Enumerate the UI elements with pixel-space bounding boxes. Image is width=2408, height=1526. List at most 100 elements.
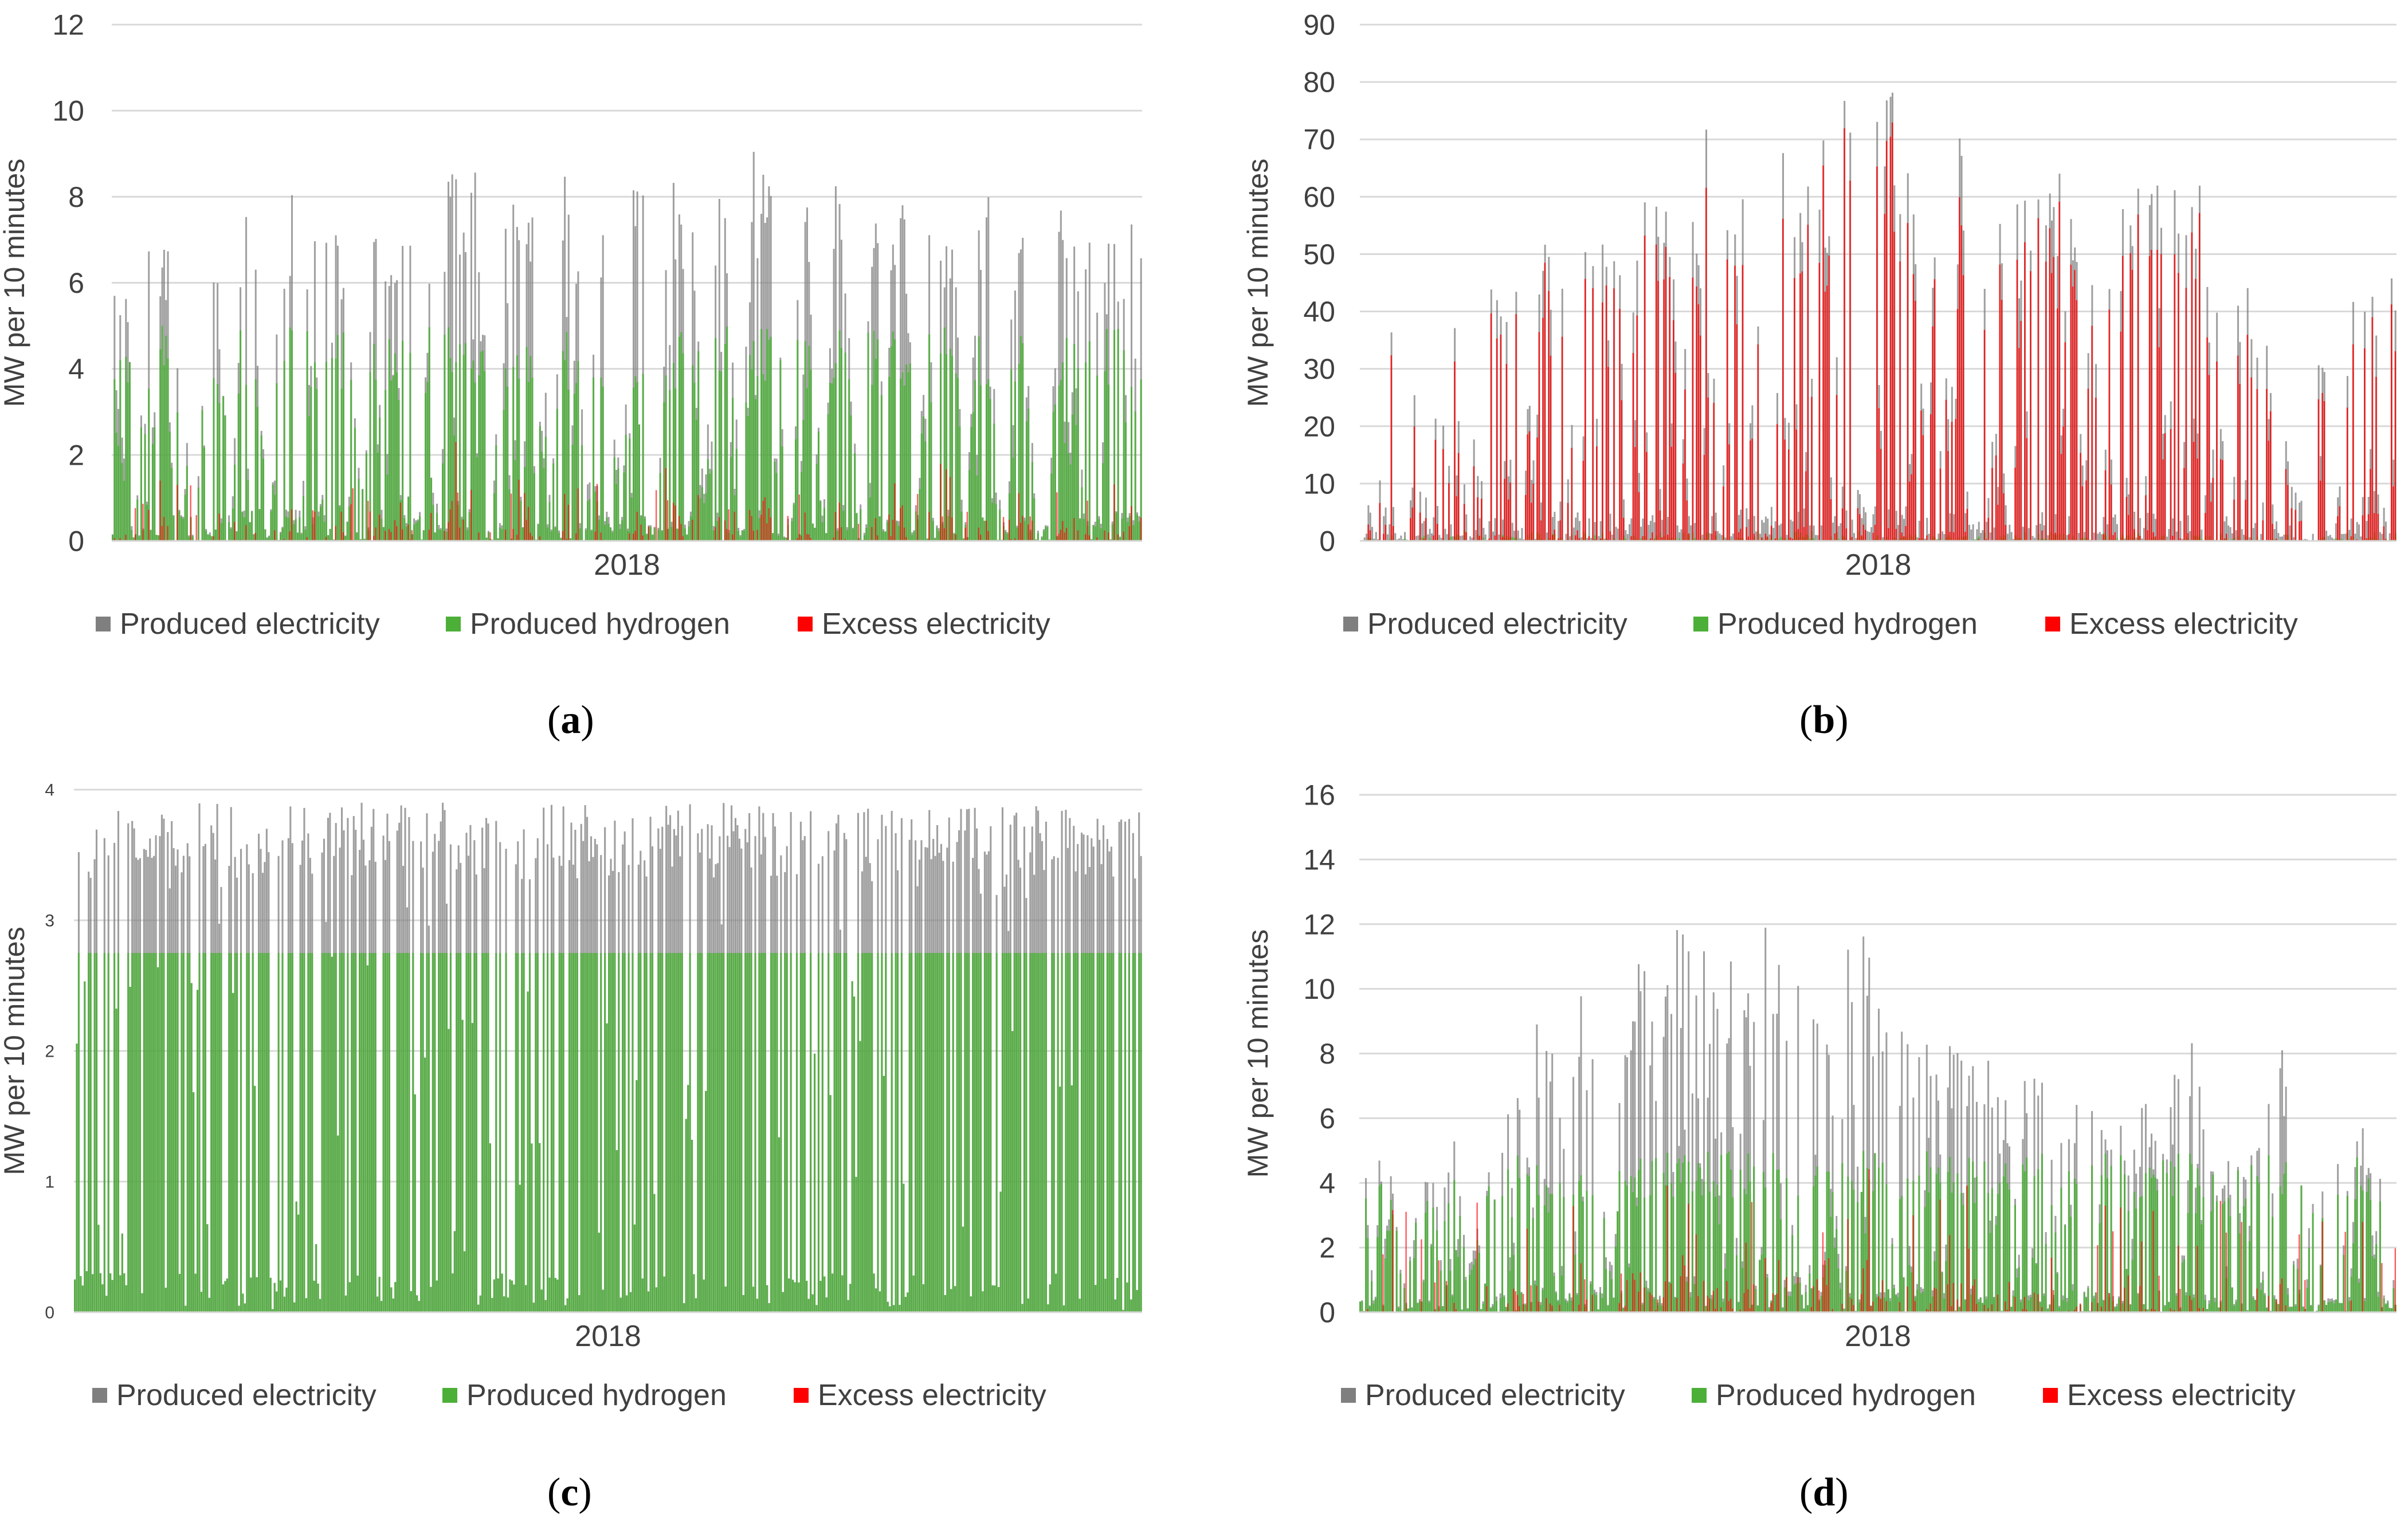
series-produced-hydrogen-bar	[869, 953, 871, 1312]
series-excess-electricity-bar	[1955, 419, 1956, 541]
series-excess-electricity-bar	[1862, 524, 1865, 541]
series-produced-hydrogen-bar	[1389, 539, 1391, 541]
series-excess-electricity-bar	[894, 483, 896, 541]
series-produced-hydrogen-bar	[987, 379, 990, 541]
series-excess-electricity-bar	[1448, 483, 1450, 541]
series-excess-electricity-bar	[1696, 287, 1697, 541]
series-excess-electricity-bar	[2018, 348, 2020, 541]
series-excess-electricity-bar	[291, 509, 293, 541]
series-excess-electricity-bar	[1454, 361, 1456, 541]
series-produced-hydrogen-bar	[232, 993, 234, 1312]
series-produced-hydrogen-bar	[2095, 1293, 2097, 1312]
series-excess-electricity-bar	[2250, 377, 2252, 541]
series-produced-hydrogen-bar	[464, 343, 466, 541]
series-excess-electricity-bar	[2390, 304, 2393, 541]
series-produced-hydrogen-bar	[1586, 1190, 1588, 1312]
series-produced-hydrogen-bar	[550, 531, 552, 541]
series-produced-hydrogen-bar	[815, 464, 818, 541]
series-produced-hydrogen-bar	[115, 433, 117, 541]
series-excess-electricity-bar	[594, 531, 596, 541]
series-produced-hydrogen-bar	[1832, 1192, 1834, 1312]
series-produced-hydrogen-bar	[2006, 1183, 2009, 1312]
panel-caption: (b)	[1799, 698, 1849, 742]
series-produced-electricity-bar	[1872, 1056, 1874, 1312]
series-produced-hydrogen-bar	[1463, 1247, 1465, 1312]
series-produced-hydrogen-bar	[1836, 1229, 1838, 1312]
series-excess-electricity-bar	[1949, 532, 1951, 541]
series-produced-hydrogen-bar	[1993, 1297, 1995, 1312]
series-excess-electricity-bar	[1622, 517, 1625, 541]
series-excess-electricity-bar	[2222, 460, 2223, 541]
series-produced-electricity-bar	[1853, 533, 1855, 541]
series-excess-electricity-bar	[1845, 528, 1847, 541]
series-excess-electricity-bar	[1058, 533, 1060, 541]
series-produced-hydrogen-bar	[685, 1119, 687, 1312]
series-produced-hydrogen-bar	[1893, 1288, 1895, 1312]
series-produced-hydrogen-bar	[295, 1201, 297, 1312]
series-produced-hydrogen-bar	[610, 953, 612, 1312]
series-produced-hydrogen-bar	[913, 531, 915, 541]
series-excess-electricity-bar	[1692, 277, 1693, 541]
series-excess-electricity-bar	[388, 529, 390, 541]
series-produced-hydrogen-bar	[2223, 1201, 2226, 1312]
series-excess-electricity-bar	[718, 517, 720, 541]
series-produced-hydrogen-bar	[948, 953, 950, 1312]
series-produced-hydrogen-bar	[874, 359, 877, 541]
series-produced-hydrogen-bar	[1372, 1303, 1375, 1312]
series-produced-hydrogen-bar	[731, 953, 733, 1312]
series-produced-electricity-bar	[1868, 958, 1870, 1312]
series-produced-electricity-bar	[2054, 514, 2057, 541]
series-produced-hydrogen-bar	[621, 520, 623, 541]
series-produced-hydrogen-bar	[537, 524, 539, 541]
series-produced-hydrogen-bar	[2027, 1300, 2030, 1312]
series-produced-electricity-bar	[1768, 534, 1771, 541]
series-produced-hydrogen-bar	[860, 509, 862, 541]
series-produced-hydrogen-bar	[360, 953, 363, 1312]
series-produced-hydrogen-bar	[776, 953, 778, 1312]
series-produced-hydrogen-bar	[372, 953, 375, 1312]
series-excess-electricity-bar	[1542, 317, 1544, 541]
series-excess-electricity-bar	[2080, 453, 2081, 541]
series-excess-electricity-bar	[1423, 538, 1425, 541]
series-produced-hydrogen-bar	[541, 452, 543, 541]
series-produced-hydrogen-bar	[676, 529, 679, 541]
series-produced-electricity-bar	[1803, 508, 1805, 541]
series-produced-hydrogen-bar	[308, 416, 310, 541]
series-produced-electricity-bar	[1776, 1014, 1778, 1312]
series-produced-electricity-bar	[1712, 992, 1715, 1312]
series-excess-electricity-bar	[1473, 466, 1474, 541]
series-excess-electricity-bar	[2337, 516, 2339, 541]
series-excess-electricity-bar	[428, 529, 430, 541]
series-produced-hydrogen-bar	[625, 434, 627, 541]
series-excess-electricity-bar	[955, 534, 957, 541]
series-produced-hydrogen-bar	[327, 535, 330, 541]
series-produced-hydrogen-bar	[414, 1094, 416, 1312]
series-produced-electricity-bar	[2293, 537, 2295, 541]
series-excess-electricity-bar	[1599, 538, 1602, 541]
series-produced-electricity-bar	[1551, 1053, 1554, 1312]
series-produced-hydrogen-bar	[410, 1291, 412, 1312]
series-excess-electricity-bar	[402, 529, 403, 541]
series-produced-hydrogen-bar	[258, 509, 261, 541]
series-produced-hydrogen-bar	[1989, 1233, 1991, 1312]
series-produced-hydrogen-bar	[2166, 1173, 2168, 1312]
series-produced-hydrogen-bar	[2100, 1175, 2103, 1312]
series-produced-hydrogen-bar	[243, 517, 245, 541]
series-produced-hydrogen-bar	[1516, 1155, 1519, 1312]
series-produced-hydrogen-bar	[127, 953, 130, 1312]
series-produced-hydrogen-bar	[695, 1298, 697, 1312]
series-excess-electricity-bar	[1828, 256, 1830, 541]
series-produced-hydrogen-bar	[669, 390, 671, 541]
series-produced-hydrogen-bar	[1756, 1305, 1759, 1312]
series-produced-electricity-bar	[2389, 533, 2391, 541]
series-produced-hydrogen-bar	[1720, 1155, 1723, 1312]
series-produced-electricity-bar	[2254, 523, 2257, 541]
series-excess-electricity-bar	[407, 524, 409, 541]
series-produced-electricity-bar	[1667, 517, 1669, 541]
series-produced-hydrogen-bar	[907, 372, 909, 541]
series-produced-hydrogen-bar	[839, 953, 841, 1312]
series-produced-hydrogen-bar	[2195, 1213, 2197, 1312]
series-produced-hydrogen-bar	[701, 953, 703, 1312]
series-produced-hydrogen-bar	[952, 953, 954, 1312]
series-produced-hydrogen-bar	[1887, 1289, 1889, 1312]
